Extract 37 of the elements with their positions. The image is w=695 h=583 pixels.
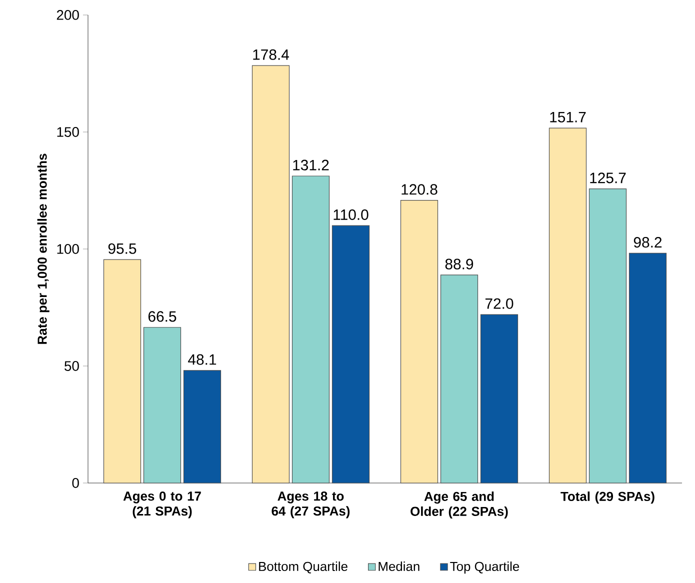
data-label: 125.7 xyxy=(590,172,626,184)
y-axis-title: Rate per 1,000 enrollee months xyxy=(37,154,50,344)
bar xyxy=(292,176,330,484)
data-label: 48.1 xyxy=(188,354,216,365)
data-label: 178.4 xyxy=(253,49,290,60)
y-tick-label: 150 xyxy=(57,127,79,137)
data-label: 72.0 xyxy=(485,298,514,309)
x-tick-label: Ages 18 to 64 (27 SPAs) xyxy=(272,492,350,518)
legend-label: Median xyxy=(378,562,420,572)
y-tick-label: 100 xyxy=(57,244,79,254)
bar xyxy=(548,128,587,484)
bar xyxy=(400,200,438,484)
data-label: 120.8 xyxy=(402,184,438,195)
x-tick-label: Total (29 SPAs) xyxy=(560,492,654,504)
data-label: 95.5 xyxy=(108,243,136,254)
data-label: 131.2 xyxy=(293,160,329,170)
bar xyxy=(440,274,478,484)
bar xyxy=(628,252,667,484)
bar xyxy=(588,188,627,484)
data-label: 110.0 xyxy=(334,209,368,220)
bar xyxy=(332,225,370,484)
data-label: 151.7 xyxy=(550,112,586,122)
y-tick-label: 200 xyxy=(56,10,79,20)
y-tick-label: 50 xyxy=(64,361,79,371)
x-tick-label: Age 65 and Older (22 SPAs) xyxy=(410,492,508,519)
data-label: 88.9 xyxy=(445,258,474,270)
bar xyxy=(480,314,518,484)
data-label: 98.2 xyxy=(634,237,662,248)
bar xyxy=(252,65,290,484)
bar xyxy=(183,370,222,484)
legend-label: Top Quartile xyxy=(450,562,520,574)
bar xyxy=(143,327,182,484)
y-tick-label: 0 xyxy=(72,478,79,488)
bar xyxy=(103,259,142,484)
x-tick-label: Ages 0 to 17 (21 SPAs) xyxy=(123,492,201,518)
data-label: 66.5 xyxy=(148,311,176,322)
legend-label: Bottom Quartile xyxy=(259,562,348,574)
